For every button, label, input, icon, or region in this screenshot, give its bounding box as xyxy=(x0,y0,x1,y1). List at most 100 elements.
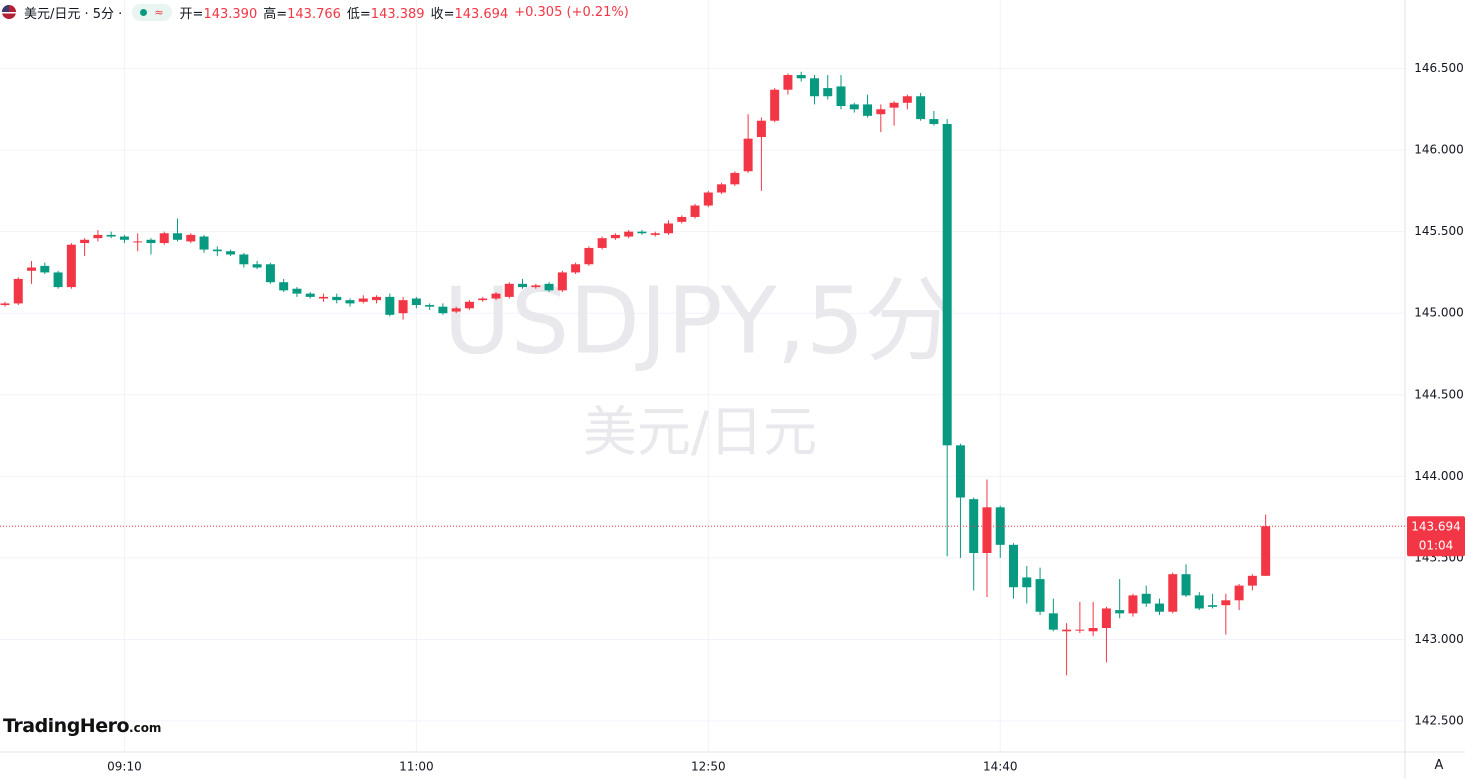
candle-body xyxy=(1088,628,1098,632)
quote: 开=143.390 高=143.766 低=143.389 收=143.694 xyxy=(180,3,515,22)
y-tick-label: 143.000 xyxy=(1414,632,1464,646)
candle-body xyxy=(823,88,833,97)
candle-body xyxy=(292,288,302,294)
candle-body xyxy=(478,298,488,301)
y-tick-label: 144.500 xyxy=(1414,387,1464,401)
candle-body xyxy=(703,192,713,206)
candle-body xyxy=(226,251,236,255)
quote-value: 143.694 xyxy=(454,6,509,22)
candle-body xyxy=(902,96,912,103)
candle-body xyxy=(1115,610,1125,614)
symbol[interactable]: 美元/日元 · 5分 · xyxy=(24,6,123,22)
candle-body xyxy=(464,301,474,309)
y-tick-label: 142.500 xyxy=(1414,714,1464,728)
candle-body xyxy=(664,223,673,234)
candle-body xyxy=(717,184,727,193)
candle-body xyxy=(557,272,567,291)
candle-body xyxy=(252,264,262,268)
candle-body xyxy=(159,233,169,244)
candle-body xyxy=(66,244,76,288)
price-label-box xyxy=(1407,516,1465,557)
candle-body xyxy=(796,75,806,79)
candle-body xyxy=(1154,603,1164,612)
candle-body xyxy=(677,216,687,222)
candle-body xyxy=(398,300,408,314)
candle-body xyxy=(345,300,355,304)
candle-body xyxy=(80,239,90,244)
candle-body xyxy=(743,138,753,172)
candle-body xyxy=(889,102,899,108)
quote-item: 高=143.766 xyxy=(263,7,341,22)
x-tick-label: 14:40 xyxy=(983,760,1018,774)
candle-body xyxy=(1048,613,1058,630)
candle-body xyxy=(438,306,448,314)
candle-body xyxy=(929,119,939,124)
candle-body xyxy=(53,272,63,288)
candle-body xyxy=(106,234,116,237)
y-tick-label: 146.500 xyxy=(1414,61,1464,75)
candle-body xyxy=(544,283,554,291)
candle-body xyxy=(173,233,183,240)
candle-body xyxy=(783,75,793,90)
candle-body xyxy=(1141,593,1151,604)
candle-body xyxy=(332,296,342,301)
candle-body xyxy=(610,234,620,239)
candle-body xyxy=(518,283,528,288)
candle-body xyxy=(863,104,873,116)
auto-scale-button[interactable]: A xyxy=(1434,758,1444,773)
candle-body xyxy=(40,265,50,273)
change: +0.305 (+0.21%) xyxy=(514,4,629,20)
candle-body xyxy=(491,293,501,299)
y-tick-label: 144.000 xyxy=(1414,469,1464,483)
candle-body xyxy=(571,264,581,273)
candle-body xyxy=(504,283,514,297)
countdown: 01:04 xyxy=(1419,539,1454,553)
candle-body xyxy=(531,285,541,288)
candle-body xyxy=(876,109,886,115)
quote-label: 开= xyxy=(179,6,204,22)
status-pill[interactable]: ≈ xyxy=(132,3,172,21)
status-icon: ≈ xyxy=(154,5,164,19)
candle-body xyxy=(690,205,700,217)
x-tick-label: 11:00 xyxy=(399,760,434,774)
candle-body xyxy=(624,231,634,237)
candle-body xyxy=(133,241,143,243)
candle-body xyxy=(942,123,952,446)
candle-body xyxy=(849,104,859,110)
candle-body xyxy=(425,305,435,307)
candle-body xyxy=(1009,544,1019,588)
candle-body xyxy=(1221,600,1231,606)
candle-body xyxy=(995,507,1005,545)
quote-value: 143.390 xyxy=(203,6,258,22)
candle-body xyxy=(1022,577,1032,588)
candle-body xyxy=(1208,605,1218,607)
candle-body xyxy=(637,231,647,234)
quote-item: 低=143.389 xyxy=(347,7,425,22)
y-tick-label: 145.000 xyxy=(1414,306,1464,320)
watermark: USDJPY,5分 xyxy=(443,267,956,374)
candle-body xyxy=(265,264,275,283)
candle-body xyxy=(1181,574,1191,596)
logo[interactable]: TradingHero.com xyxy=(3,715,161,737)
candle-body xyxy=(730,172,740,185)
logo-suffix: .com xyxy=(129,721,162,735)
candle-body xyxy=(1261,526,1271,576)
candle-body xyxy=(916,96,926,120)
quote-label: 高= xyxy=(263,6,288,22)
flag-icon xyxy=(2,5,16,19)
x-tick-label: 12:50 xyxy=(691,760,726,774)
candle-body xyxy=(597,238,607,248)
candle-body xyxy=(13,278,23,304)
candle-body xyxy=(385,296,395,315)
quote-value: 143.766 xyxy=(287,6,341,22)
quote-item: 开=143.390 xyxy=(180,7,258,22)
candle-body xyxy=(1247,575,1257,586)
candle-body xyxy=(199,236,209,250)
x-tick-label: 09:10 xyxy=(107,760,142,774)
logo-name: TradingHero xyxy=(3,715,130,737)
candle-body xyxy=(305,293,315,297)
watermark: 美元/日元 xyxy=(583,401,817,464)
candle-body xyxy=(0,303,10,306)
y-tick-label: 145.500 xyxy=(1414,224,1464,238)
candle-body xyxy=(756,120,766,138)
